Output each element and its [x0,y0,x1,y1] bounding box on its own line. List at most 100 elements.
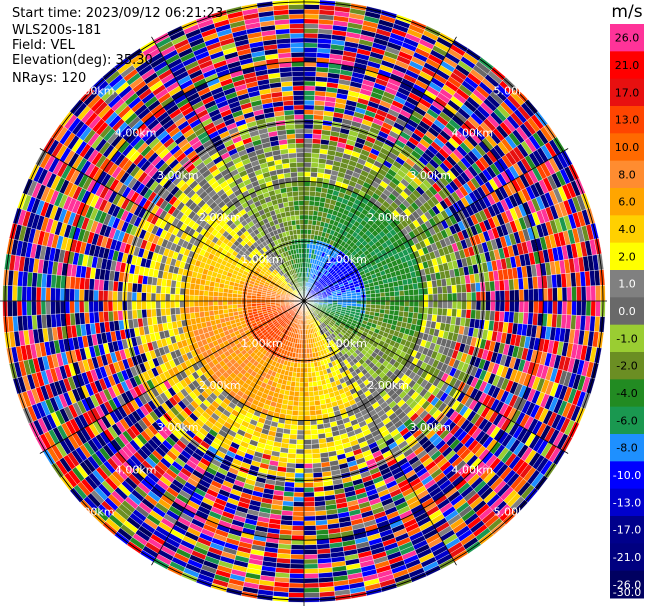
gate [485,291,491,302]
gate [303,520,316,527]
gate [389,296,396,302]
gate [303,123,314,130]
gate [303,176,311,182]
gate [303,37,318,44]
gate [288,587,305,594]
gate [296,367,301,373]
gate [307,224,313,230]
gate [437,286,443,295]
gate [461,300,467,310]
gate [297,410,305,417]
gate [296,444,305,450]
gate [303,568,319,574]
gate [298,396,305,402]
gate [312,133,322,140]
gate [292,520,305,527]
gate [566,300,573,316]
gate [303,573,319,579]
gate [313,200,320,207]
gate [303,243,308,249]
gate [308,381,314,388]
gate [303,534,317,541]
gate [389,305,395,311]
gate [312,124,323,130]
gate [456,284,462,294]
gate [533,300,539,314]
gate [456,300,463,310]
gate [307,376,313,383]
gate [475,291,482,302]
gate [375,296,381,302]
gate [303,114,314,120]
gate [310,362,315,368]
gate [309,190,316,197]
gate [303,577,319,584]
gate [303,224,309,230]
gate [561,287,568,302]
gate [303,592,320,598]
gate [442,293,448,302]
gate [399,295,405,302]
gate [303,147,313,154]
gate [311,147,321,154]
gate [461,292,467,302]
gate [284,481,295,488]
gate [446,285,453,294]
gate [303,362,308,369]
gate [380,296,386,302]
gate [295,463,305,469]
gate [295,372,301,378]
gate [470,309,477,320]
gate [380,300,386,306]
gate [413,300,420,308]
gate [293,496,305,503]
gate [303,47,318,53]
gate [312,467,323,474]
gate [303,152,312,158]
gate [307,219,313,226]
gate [303,61,317,68]
gate [484,281,491,292]
gate [303,42,318,48]
gate [356,300,362,305]
gate [303,425,311,431]
gate [403,289,410,296]
gate [288,395,295,402]
gate [303,95,315,101]
gate [351,300,357,304]
gate [314,191,322,198]
gate [484,310,491,321]
gate [294,468,305,474]
gate [308,386,314,392]
gate [490,300,496,312]
gate [537,288,544,302]
gate [303,190,310,197]
gate [303,233,308,240]
gate [437,300,443,309]
gate [528,300,534,314]
gate [289,573,305,579]
gate [451,308,458,318]
gate [518,289,525,302]
gate [303,90,316,96]
gate [303,582,320,589]
gate [303,28,319,34]
gate [408,306,415,313]
gate [365,300,372,305]
gate [299,377,305,383]
gate [303,181,311,187]
gate [456,292,463,302]
gate [375,292,381,298]
gate [293,487,305,493]
gate [303,501,315,507]
gate [303,530,317,536]
gate [303,8,320,15]
gate [290,549,305,555]
gate [566,286,573,302]
gate [470,282,477,293]
gate [301,348,305,354]
gate [370,304,376,309]
gate [547,287,553,302]
gate [298,405,305,412]
gate [293,391,300,397]
